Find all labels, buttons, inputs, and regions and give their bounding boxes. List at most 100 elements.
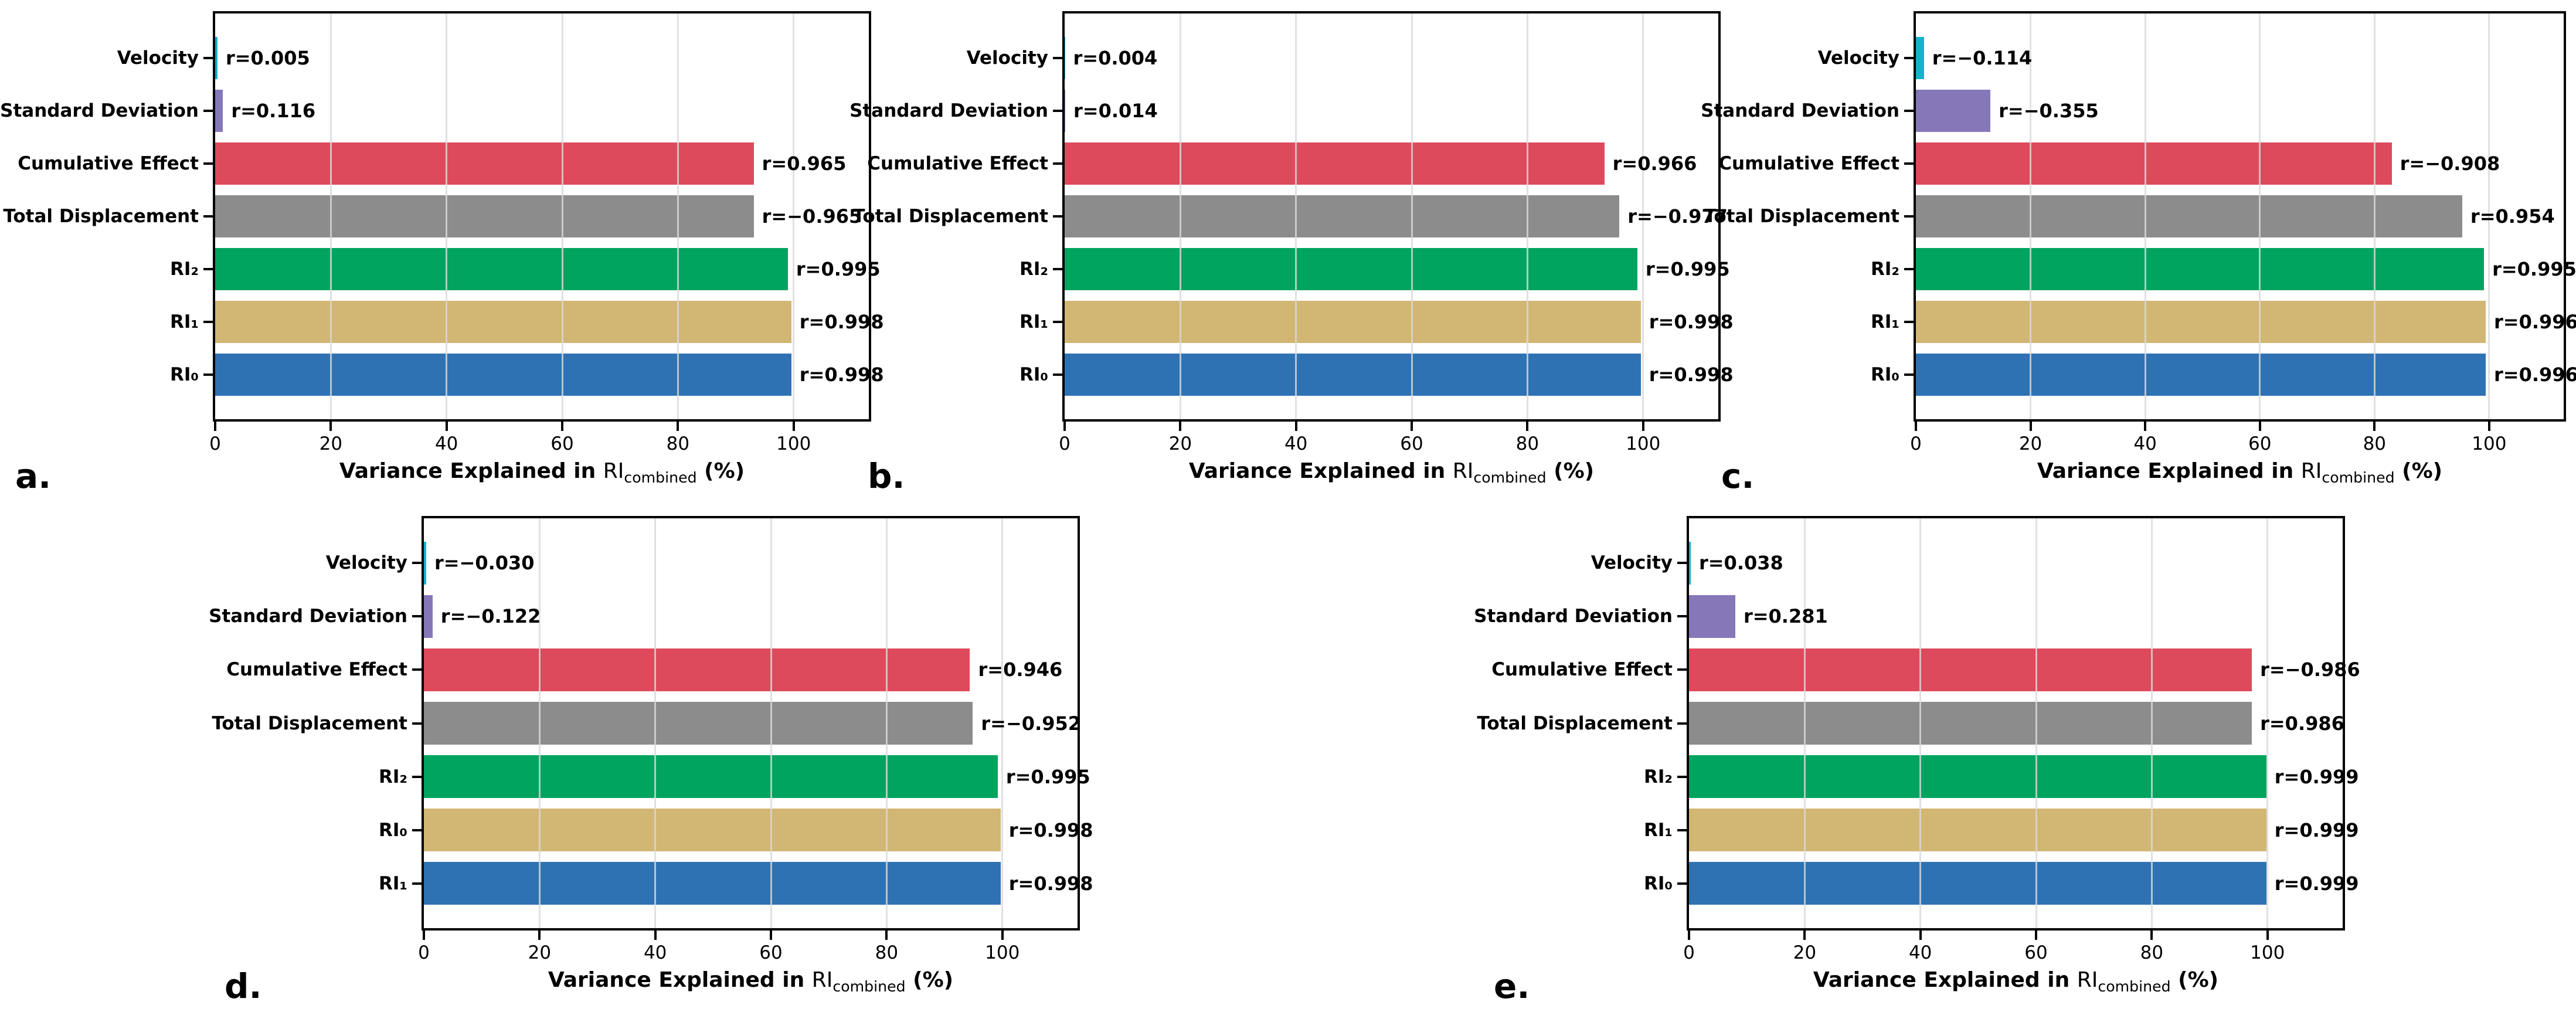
r-value-label: r=0.999 [2274, 765, 2359, 788]
panel-letter-b: b. [868, 456, 905, 496]
gridline-40 [1919, 518, 1922, 928]
gridline-80 [2373, 13, 2376, 419]
y-tick-mark [1904, 162, 1914, 165]
gridline-20 [329, 13, 332, 419]
y-tick-mark [1904, 215, 1914, 218]
gridline-40 [1295, 13, 1297, 419]
x-axis-label: Variance Explained in RIcombined (%) [424, 968, 1078, 995]
x-tick-label-40: 40 [1908, 942, 1932, 963]
x-tick-mark-80 [2373, 422, 2376, 431]
panel-letter-a: a. [15, 456, 52, 496]
y-tick-label-total-displacement: Total Displacement [3, 206, 199, 227]
y-tick-label-ri0: RI₀ [1019, 364, 1048, 386]
x-tick-mark-0 [1915, 422, 1917, 431]
x-tick-mark-100 [1642, 422, 1644, 431]
y-tick-mark [1904, 373, 1914, 376]
r-value-label: r=0.996 [2494, 364, 2576, 386]
plot-area-c: r=−0.114 r=−0.355 r=−0.908 r=0.954 r=0.995 r=… [1914, 11, 2576, 422]
x-tick-mark-60 [770, 931, 773, 940]
y-tick-label-standard-deviation: Standard Deviation [1474, 606, 1673, 627]
x-tick-label-0: 0 [1910, 433, 1922, 454]
gridline-100 [793, 13, 795, 419]
x-tick-label-0: 0 [1683, 942, 1695, 963]
r-value-label: r=0.966 [1612, 152, 1697, 175]
y-tick-mark [412, 775, 422, 778]
bar-total-displacement [1916, 195, 2462, 238]
y-tick-label-velocity: Velocity [966, 47, 1048, 69]
y-tick-label-ri0: RI₀ [1871, 364, 1899, 386]
x-tick-label-100: 100 [1626, 433, 1661, 454]
y-tick-mark [1053, 215, 1062, 218]
bar-total-displacement [1689, 702, 2252, 745]
bar-standard-deviation [215, 89, 223, 132]
y-tick-label-total-displacement: Total Displacement [1477, 712, 1673, 734]
y-tick-label-standard-deviation: Standard Deviation [849, 100, 1048, 121]
y-tick-label-total-displacement: Total Displacement [1704, 206, 1899, 227]
y-tick-mark [203, 321, 213, 324]
x-axis-label: Variance Explained in RIcombined (%) [1916, 459, 2564, 486]
x-tick-label-80: 80 [666, 433, 690, 454]
bar-ri2 [1065, 248, 1637, 291]
y-tick-mark [1677, 562, 1687, 565]
x-tick-mark-100 [2487, 422, 2490, 431]
x-tick-mark-20 [1803, 931, 1806, 940]
y-tick-label-ri0: RI₀ [1644, 872, 1673, 894]
r-value-label: r=0.995 [796, 258, 881, 281]
r-value-label: r=−0.114 [1932, 46, 2033, 69]
x-tick-label-20: 20 [2018, 433, 2043, 454]
x-tick-mark-80 [677, 422, 679, 431]
r-value-label: r=0.281 [1743, 605, 1828, 628]
bar-cumulative-effect [424, 648, 970, 691]
x-tick-mark-20 [2029, 422, 2032, 431]
x-tick-label-60: 60 [2248, 433, 2272, 454]
r-value-label: r=0.116 [231, 99, 316, 122]
r-value-label: r=0.995 [1645, 258, 1730, 281]
y-tick-label-total-displacement: Total Displacement [852, 206, 1048, 227]
x-tick-mark-80 [885, 931, 888, 940]
x-tick-label-0: 0 [418, 942, 430, 963]
y-tick-label-ri2: RI₂ [170, 259, 199, 280]
x-tick-mark-100 [2266, 931, 2269, 940]
x-axis-label-suffix: (%) [2170, 968, 2219, 992]
x-tick-label-80: 80 [2140, 942, 2164, 963]
y-tick-label-ri1: RI₁ [1644, 819, 1673, 841]
y-tick-mark [412, 668, 422, 671]
y-tick-label-ri0: RI₀ [170, 364, 199, 386]
y-tick-label-velocity: Velocity [1591, 552, 1673, 574]
x-tick-mark-0 [1063, 422, 1066, 431]
x-axis-label-subscript: combined [1473, 469, 1547, 487]
gridline-100 [2266, 518, 2269, 928]
x-tick-label-100: 100 [776, 433, 811, 454]
r-value-label: r=0.965 [762, 152, 847, 175]
y-tick-label-standard-deviation: Standard Deviation [1701, 100, 1899, 121]
x-tick-mark-60 [561, 422, 564, 431]
x-tick-label-20: 20 [319, 433, 343, 454]
bar-total-displacement [215, 195, 754, 238]
panel-letter-e: e. [1494, 966, 1530, 1006]
r-value-label: r=−0.977 [1627, 205, 1728, 227]
bar-ri1 [1065, 301, 1641, 344]
x-axis-label-ri: RI [2077, 968, 2098, 992]
y-tick-label-ri2: RI₂ [1644, 766, 1673, 787]
gridline-100 [1001, 518, 1004, 928]
x-tick-label-80: 80 [875, 942, 899, 963]
x-tick-mark-80 [1526, 422, 1529, 431]
x-tick-label-100: 100 [2472, 433, 2507, 454]
gridline-40 [2144, 13, 2146, 419]
x-axis-label-subscript: combined [624, 469, 697, 487]
r-value-label: r=0.998 [799, 364, 884, 386]
gridline-40 [654, 518, 657, 928]
plot-area-b: r=0.004 r=0.014 r=0.966 r=−0.977 r=0.995 r=0.… [1062, 11, 1734, 422]
r-value-label: r=0.014 [1073, 99, 1158, 122]
bar-total-displacement [424, 702, 973, 745]
y-tick-mark [1904, 321, 1914, 324]
y-tick-mark [1904, 268, 1914, 271]
gridline-100 [2488, 13, 2490, 419]
x-axis-label-suffix: (%) [905, 968, 954, 992]
y-tick-label-ri2: RI₂ [379, 766, 407, 787]
y-tick-mark [203, 268, 213, 271]
y-tick-label-standard-deviation: Standard Deviation [209, 606, 407, 627]
r-value-label: r=−0.355 [1999, 99, 2099, 122]
bar-ri1 [1689, 809, 2266, 851]
x-tick-label-0: 0 [1059, 433, 1070, 454]
